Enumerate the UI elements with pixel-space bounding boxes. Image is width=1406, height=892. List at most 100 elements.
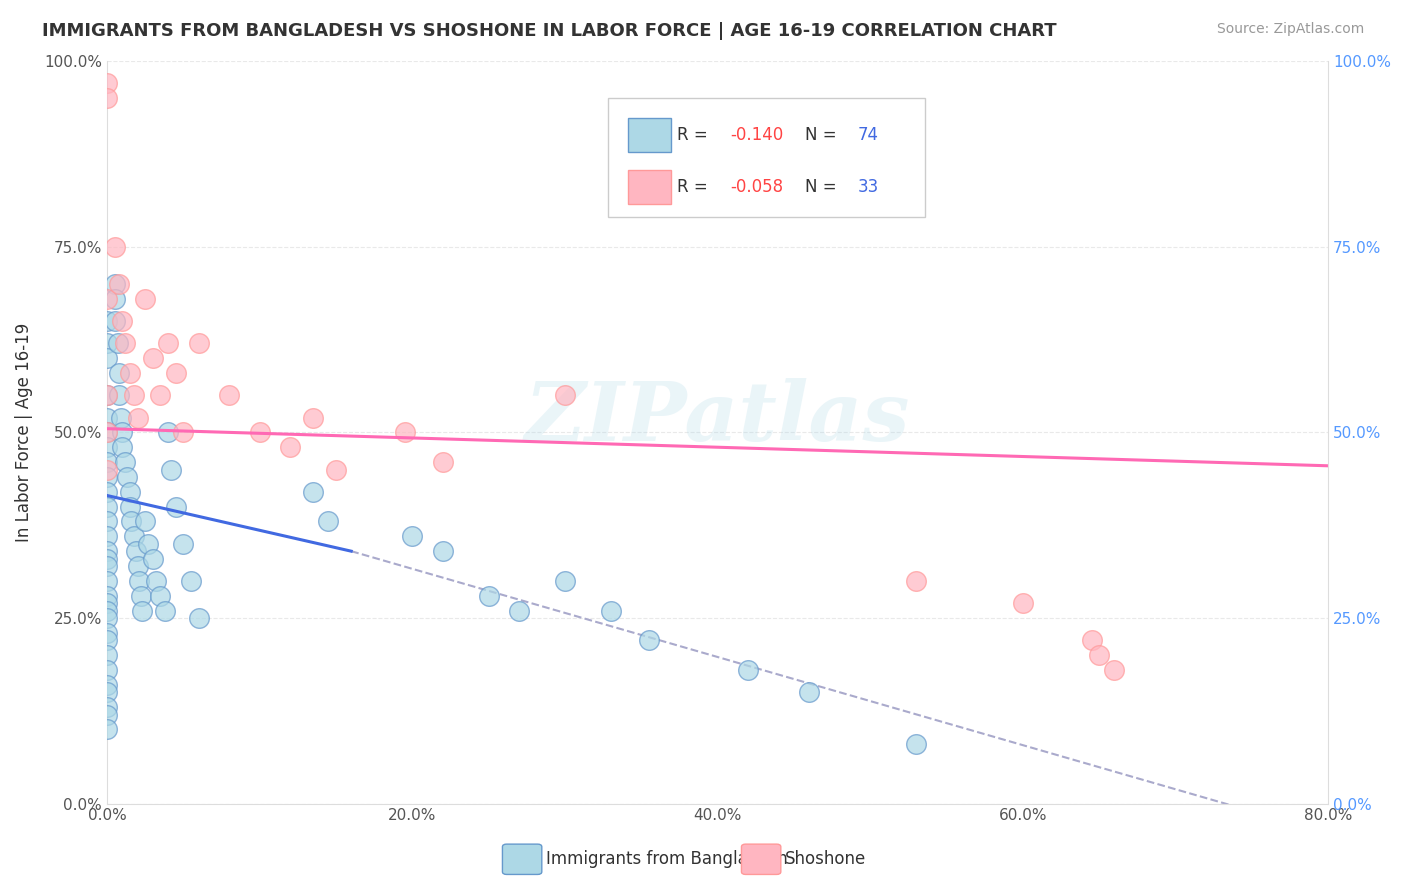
Point [302, 410, 325, 425]
Point [129, 589, 152, 603]
Point [96, 678, 118, 692]
Point [325, 462, 347, 476]
Point [96, 91, 118, 105]
Point [111, 314, 134, 328]
Point [134, 515, 156, 529]
Point [96, 700, 118, 714]
Point [508, 604, 530, 618]
Point [104, 240, 127, 254]
Point [104, 277, 127, 291]
Point [478, 589, 501, 603]
Point [165, 366, 187, 380]
Point [180, 574, 202, 588]
Point [187, 611, 209, 625]
Point [128, 574, 150, 588]
FancyBboxPatch shape [628, 169, 671, 204]
Point [96, 515, 118, 529]
Point [96, 77, 118, 91]
Point [149, 589, 172, 603]
Point [904, 574, 927, 588]
Point [599, 604, 621, 618]
FancyBboxPatch shape [607, 98, 925, 217]
Point [96, 707, 118, 722]
Text: Source: ZipAtlas.com: Source: ZipAtlas.com [1216, 22, 1364, 37]
Point [96, 723, 118, 737]
Point [160, 462, 183, 476]
Point [797, 685, 820, 699]
Point [108, 366, 131, 380]
Point [278, 440, 301, 454]
Point [165, 500, 187, 514]
Point [432, 544, 454, 558]
Point [187, 336, 209, 351]
Point [1011, 596, 1033, 610]
Point [104, 314, 127, 328]
Point [118, 500, 141, 514]
Point [96, 470, 118, 484]
Point [318, 515, 340, 529]
Point [118, 366, 141, 380]
Point [1088, 648, 1111, 662]
Point [96, 559, 118, 574]
Point [249, 425, 271, 440]
Point [96, 544, 118, 558]
Point [554, 388, 576, 402]
Point [110, 410, 132, 425]
Point [172, 425, 194, 440]
Point [127, 410, 149, 425]
Point [554, 574, 576, 588]
Text: -0.140: -0.140 [730, 126, 783, 144]
Point [107, 336, 129, 351]
Text: 74: 74 [858, 126, 879, 144]
Text: Immigrants from Bangladesh: Immigrants from Bangladesh [546, 850, 787, 868]
Point [737, 663, 759, 677]
Point [136, 537, 159, 551]
Point [96, 351, 118, 365]
Point [127, 559, 149, 574]
Point [302, 484, 325, 499]
Point [1080, 633, 1102, 648]
Point [124, 388, 146, 402]
Point [96, 425, 118, 440]
Point [96, 425, 118, 440]
Text: R =: R = [678, 178, 713, 195]
Point [96, 462, 118, 476]
Point [134, 292, 156, 306]
Point [96, 589, 118, 603]
Point [432, 455, 454, 469]
Point [401, 529, 423, 543]
Point [96, 685, 118, 699]
Point [637, 633, 659, 648]
Point [157, 425, 180, 440]
Point [96, 663, 118, 677]
Point [96, 440, 118, 454]
Point [96, 500, 118, 514]
Text: Shoshone: Shoshone [785, 850, 866, 868]
Point [114, 455, 136, 469]
Point [118, 484, 141, 499]
Point [394, 425, 416, 440]
Point [218, 388, 240, 402]
Point [96, 611, 118, 625]
Point [904, 737, 927, 751]
Text: N =: N = [806, 126, 842, 144]
Point [131, 604, 153, 618]
Point [96, 484, 118, 499]
Point [96, 314, 118, 328]
Point [145, 574, 167, 588]
Text: IMMIGRANTS FROM BANGLADESH VS SHOSHONE IN LABOR FORCE | AGE 16-19 CORRELATION CH: IMMIGRANTS FROM BANGLADESH VS SHOSHONE I… [42, 22, 1057, 40]
Point [157, 336, 180, 351]
Point [142, 351, 165, 365]
Text: ZIPatlas: ZIPatlas [524, 377, 910, 458]
Point [142, 551, 165, 566]
Y-axis label: In Labor Force | Age 16-19: In Labor Force | Age 16-19 [15, 323, 32, 542]
Point [124, 529, 146, 543]
Point [96, 336, 118, 351]
Point [96, 529, 118, 543]
Point [96, 455, 118, 469]
Point [96, 574, 118, 588]
Point [125, 544, 148, 558]
Point [172, 537, 194, 551]
Text: R =: R = [678, 126, 713, 144]
Text: 33: 33 [858, 178, 879, 195]
